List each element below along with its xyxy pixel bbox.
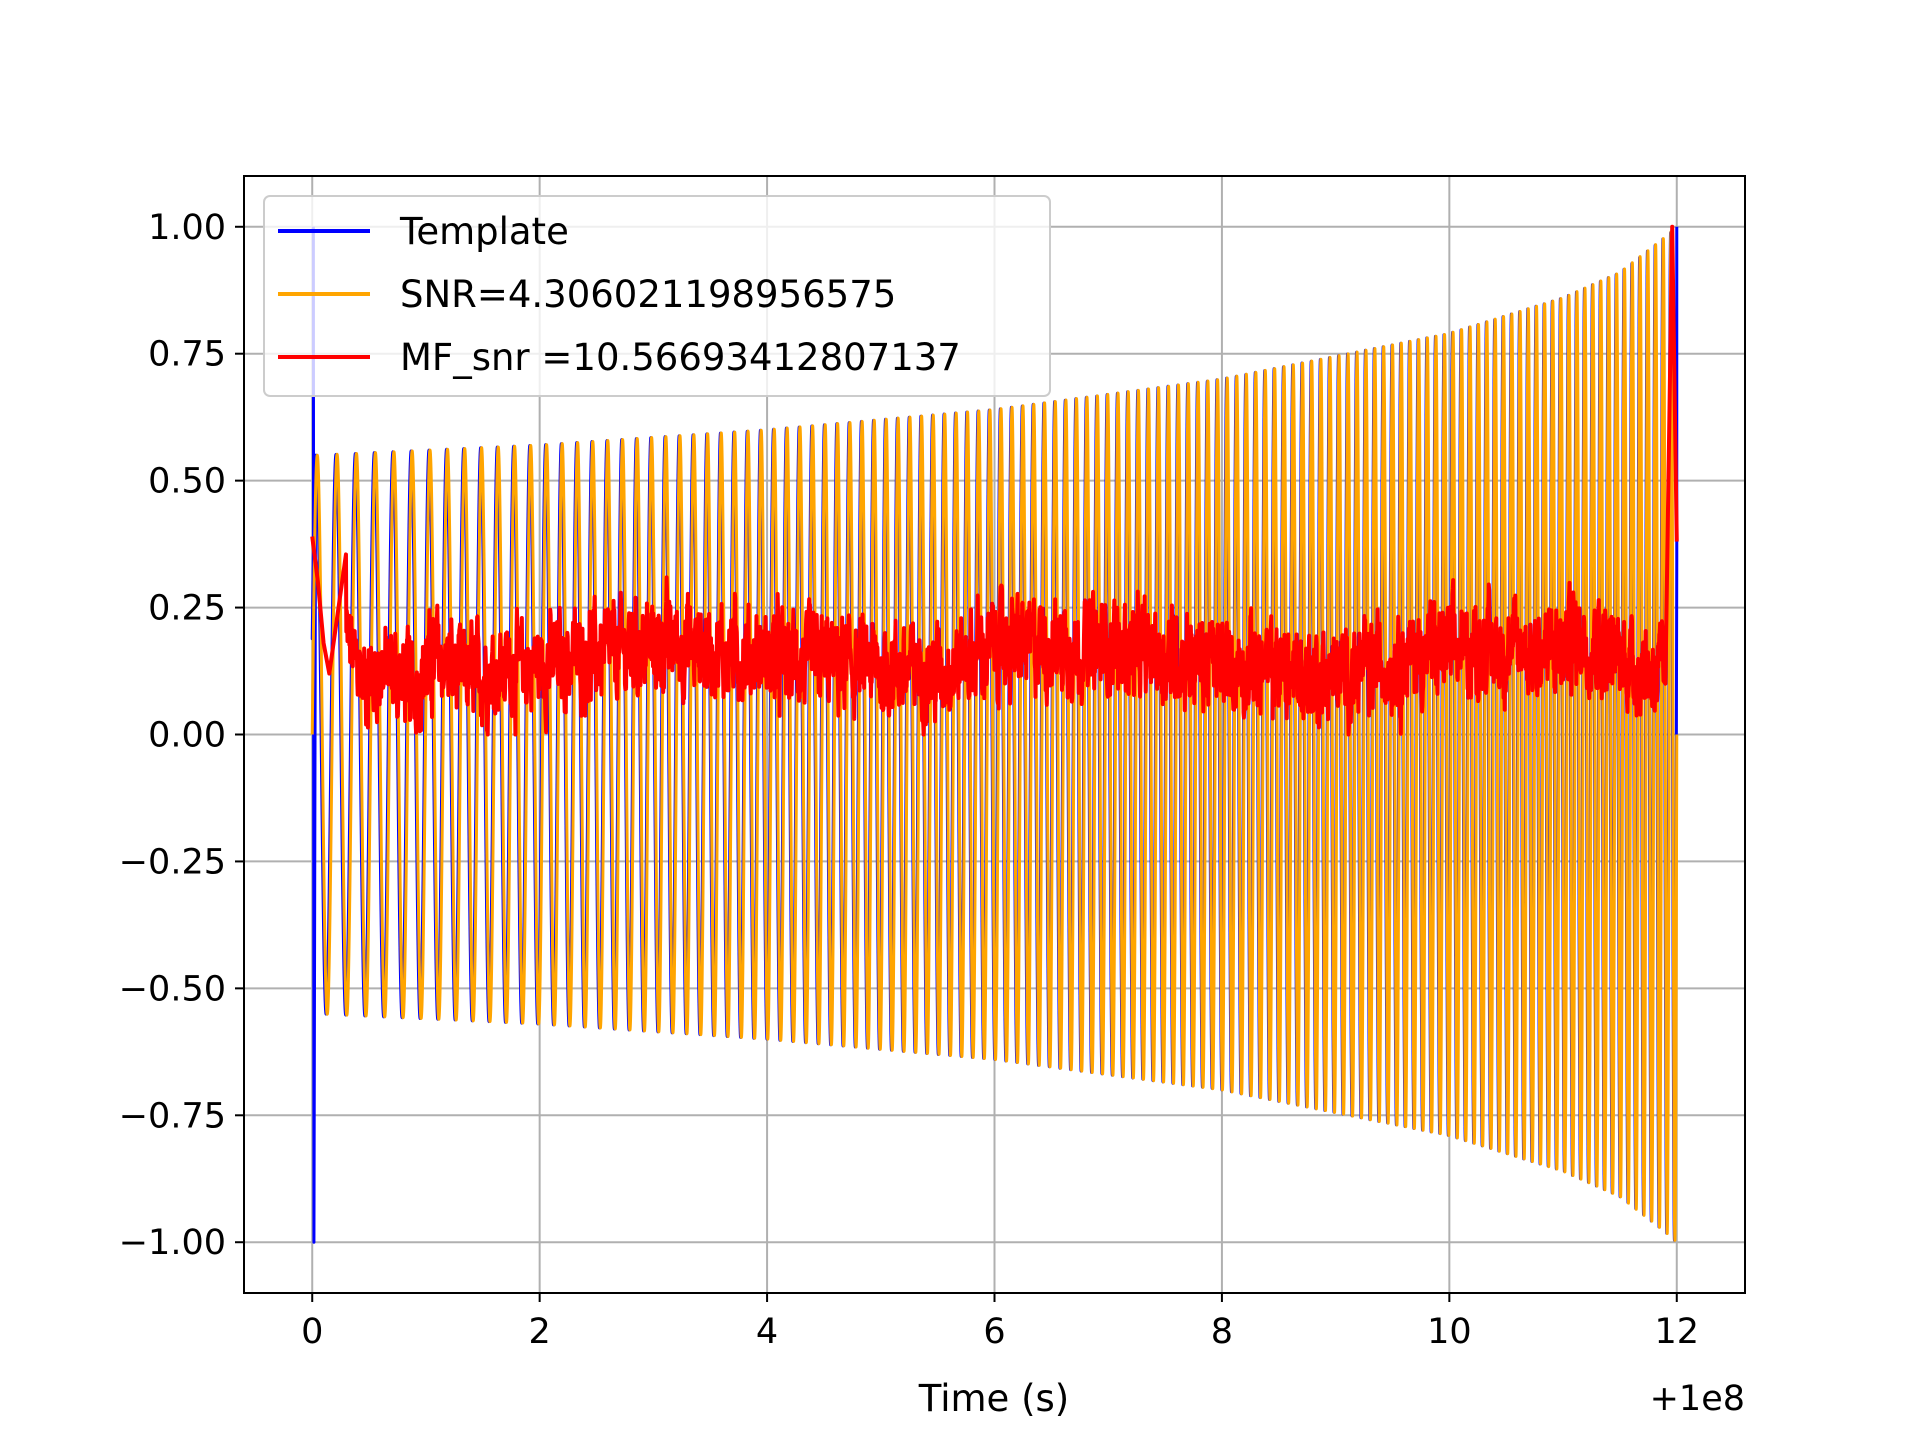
y-tick-label: 1.00 — [148, 208, 226, 248]
legend-label: MF_snr =10.56693412807137 — [400, 336, 961, 379]
x-tick-label: 12 — [1654, 1312, 1699, 1352]
y-tick-label: −1.00 — [119, 1223, 226, 1263]
y-tick-label: −0.50 — [119, 969, 226, 1009]
x-tick-label: 0 — [301, 1312, 323, 1352]
x-tick-label: 8 — [1211, 1312, 1233, 1352]
y-tick-label: −0.75 — [119, 1096, 226, 1136]
x-axis-offset-label: +1e8 — [1650, 1379, 1745, 1419]
x-tick-label: 6 — [983, 1312, 1005, 1352]
y-tick-label: −0.25 — [119, 842, 226, 882]
legend-box — [263, 195, 1051, 397]
y-tick-label: 0.75 — [148, 335, 226, 375]
series-line-snr — [310, 230, 1679, 1242]
y-tick-label: 0.25 — [148, 589, 226, 629]
y-tick-label: 0.00 — [148, 716, 226, 756]
series-line-mf-snr — [310, 224, 1679, 737]
x-tick-label: 10 — [1427, 1312, 1472, 1352]
x-tick-label: 4 — [756, 1312, 778, 1352]
plot-area — [310, 224, 1679, 1244]
x-tick-label: 2 — [529, 1312, 551, 1352]
legend: Template SNR=4.306021198956575 MF_snr =10.… — [263, 195, 1051, 397]
legend-label: Template — [399, 210, 569, 253]
ticks: 0 2 4 6 8 10 12 1.00 0.75 0.50 0.25 0.00 −0.25 −0.50 −… — [119, 208, 1699, 1352]
x-axis-label: Time (s) — [918, 1377, 1069, 1420]
legend-label: SNR=4.306021198956575 — [400, 273, 896, 316]
y-tick-label: 0.50 — [148, 462, 226, 502]
